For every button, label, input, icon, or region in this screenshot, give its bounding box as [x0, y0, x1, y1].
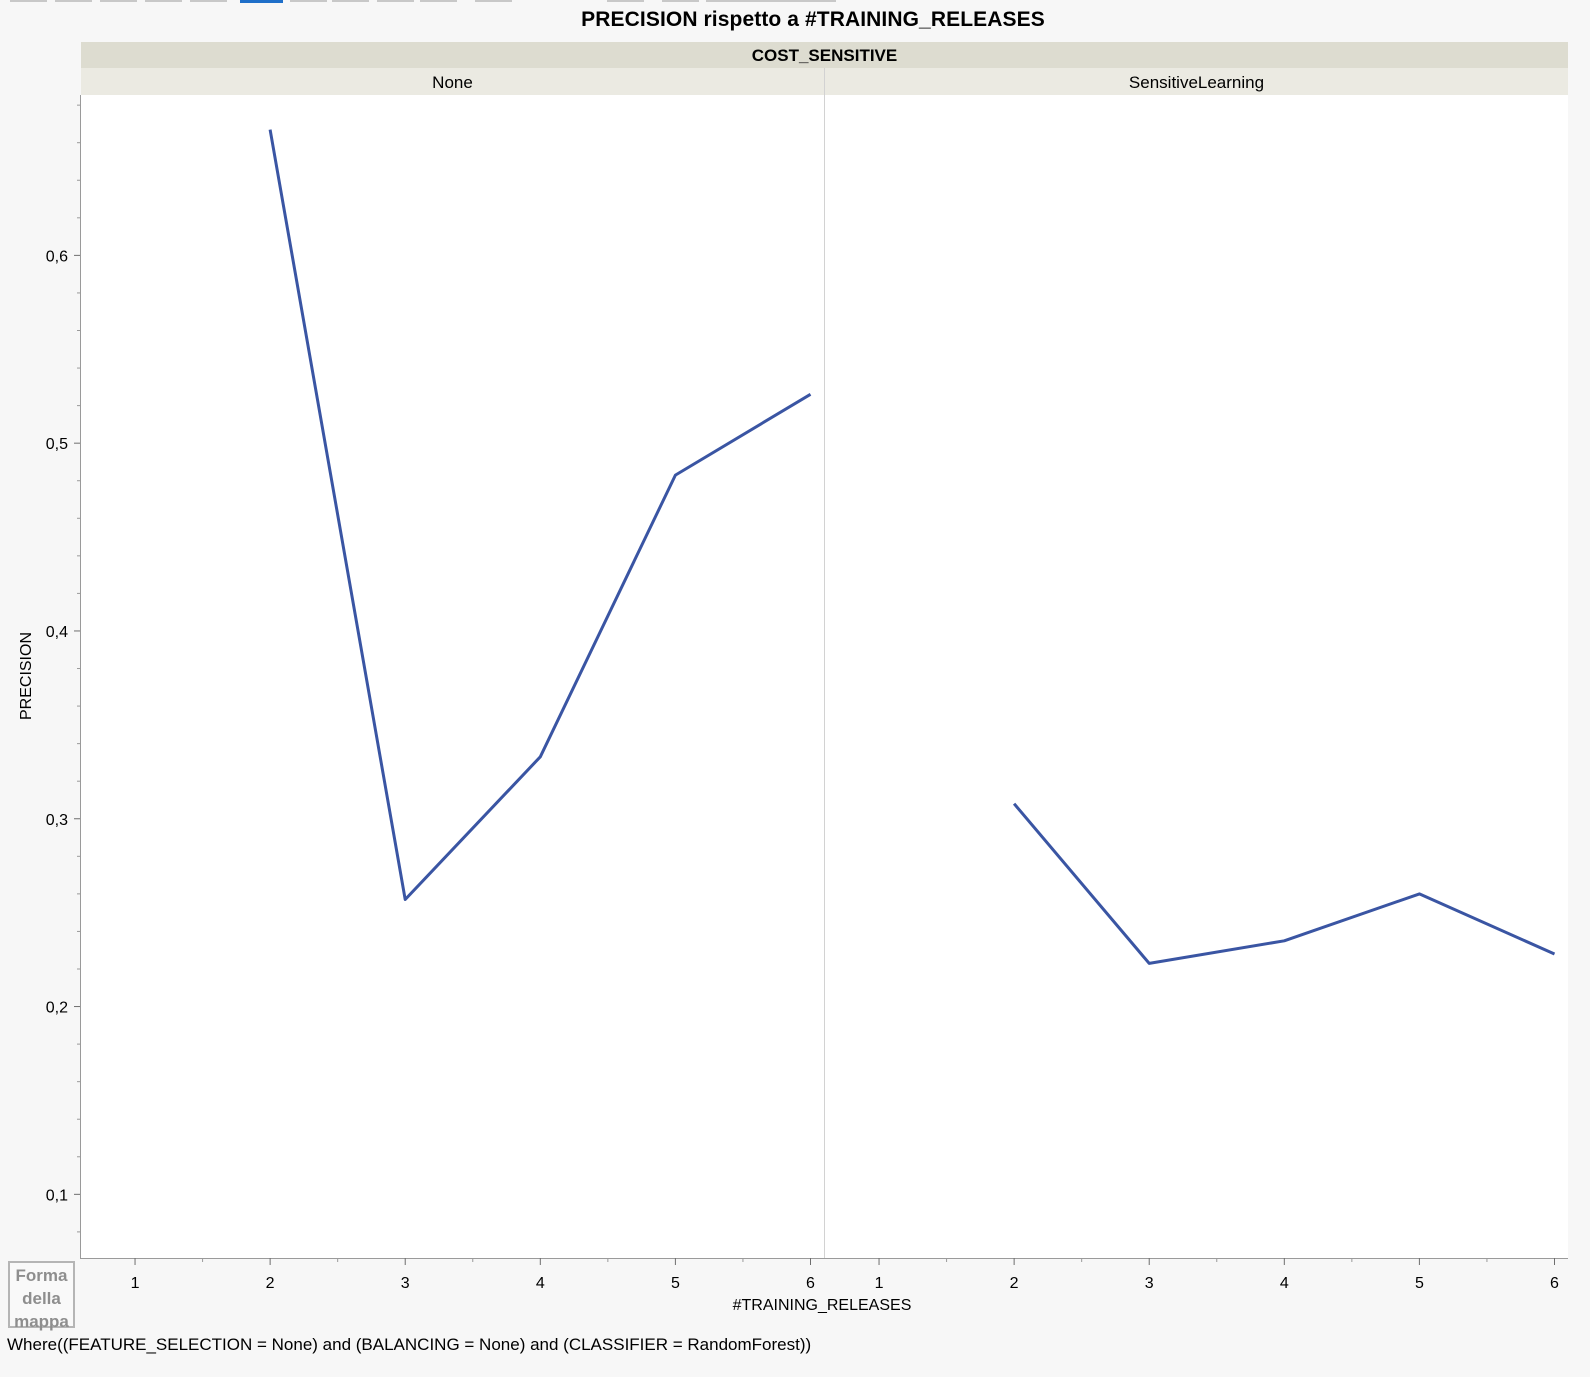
x-tick-label: 3 [401, 1275, 410, 1292]
x-tick-label: 6 [806, 1275, 815, 1292]
x-tick-label: 4 [1280, 1275, 1289, 1292]
toolbar-button[interactable] [55, 0, 92, 2]
toolbar-button[interactable] [190, 0, 227, 2]
plot-area-panel-2 [825, 95, 1568, 1258]
x-tick-label: 1 [131, 1275, 140, 1292]
marks-layer [268, 129, 1556, 965]
toolbar-button[interactable] [100, 0, 137, 2]
x-tick-label: 5 [1415, 1275, 1424, 1292]
plot-area-panel-1 [81, 95, 824, 1258]
chart-title: PRECISION rispetto a #TRAINING_RELEASES [581, 8, 1045, 31]
x-tick-label: 5 [671, 1275, 680, 1292]
x-tick-label: 2 [266, 1275, 275, 1292]
y-tick-label: 0,5 [46, 436, 68, 453]
toolbar-button[interactable] [475, 0, 512, 2]
legend-box-line: mappa [14, 1312, 69, 1331]
y-tick-label: 0,1 [46, 1187, 68, 1204]
y-tick-label: 0,2 [46, 1000, 68, 1017]
y-tick-label: 0,4 [46, 624, 68, 641]
axes-layer [74, 95, 1568, 1265]
toolbar-strip [0, 0, 840, 4]
toolbar-button[interactable] [332, 0, 369, 2]
toolbar-button[interactable] [145, 0, 182, 2]
toolbar-button-active[interactable] [240, 0, 283, 3]
toolbar-button[interactable] [290, 0, 327, 2]
x-tick-label: 2 [1010, 1275, 1019, 1292]
toolbar-button[interactable] [662, 0, 699, 2]
x-axis-label: #TRAINING_RELEASES [732, 1297, 912, 1314]
x-tick-label: 6 [1550, 1275, 1559, 1292]
x-tick-label: 4 [536, 1275, 545, 1292]
y-tick-label: 0,6 [46, 248, 68, 265]
panel-header-none: None [81, 68, 825, 95]
toolbar-button[interactable] [607, 0, 644, 2]
x-tick-label: 1 [875, 1275, 884, 1292]
map-shape-legend-box[interactable]: Forma della mappa [8, 1261, 75, 1331]
y-tick-label: 0,3 [46, 812, 68, 829]
toolbar-button[interactable] [377, 0, 414, 2]
group-header: COST_SENSITIVE [81, 42, 1568, 68]
where-clause: Where((FEATURE_SELECTION = None) and (BA… [7, 1335, 812, 1354]
y-axis-label: PRECISION [18, 631, 35, 721]
toolbar-button[interactable] [10, 0, 47, 2]
labels-layer: 0,1 0,2 0,3 0,4 0,5 0,6 1 2 3 4 5 6 1 2 3 4 5 6 [46, 248, 1559, 1292]
legend-box-line: Forma [15, 1266, 68, 1285]
legend-box-line: della [22, 1289, 61, 1308]
toolbar-button[interactable] [706, 0, 836, 2]
x-tick-label: 3 [1145, 1275, 1154, 1292]
panel-header-sensitivelearning: SensitiveLearning [825, 68, 1568, 95]
toolbar-button[interactable] [420, 0, 457, 2]
